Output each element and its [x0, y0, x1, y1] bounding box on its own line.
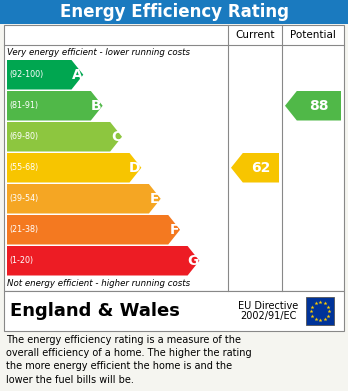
Text: 2002/91/EC: 2002/91/EC [240, 311, 296, 321]
Text: (55-68): (55-68) [9, 163, 38, 172]
Text: D: D [129, 161, 140, 175]
Polygon shape [285, 91, 341, 120]
Polygon shape [231, 153, 279, 183]
Text: (21-38): (21-38) [9, 225, 38, 234]
Text: (92-100): (92-100) [9, 70, 43, 79]
Text: Not energy efficient - higher running costs: Not energy efficient - higher running co… [7, 280, 190, 289]
Bar [4, 291, 344, 331]
Text: (39-54): (39-54) [9, 194, 38, 203]
Text: Energy Efficiency Rating: Energy Efficiency Rating [60, 3, 288, 21]
Text: A: A [72, 68, 82, 82]
Bar [0, 0, 348, 24]
Text: Current: Current [235, 30, 275, 40]
Text: (1-20): (1-20) [9, 256, 33, 265]
Text: G: G [187, 254, 198, 268]
Polygon shape [7, 215, 180, 244]
Polygon shape [7, 122, 122, 151]
Text: F: F [169, 223, 179, 237]
Text: (69-80): (69-80) [9, 132, 38, 141]
Text: Potential: Potential [290, 30, 336, 40]
Text: B: B [91, 99, 102, 113]
Polygon shape [7, 153, 141, 183]
Text: E: E [150, 192, 160, 206]
Bar [306, 297, 334, 325]
Polygon shape [7, 91, 103, 120]
Polygon shape [7, 184, 161, 213]
Text: (81-91): (81-91) [9, 101, 38, 110]
Text: England & Wales: England & Wales [10, 302, 180, 320]
Polygon shape [7, 246, 199, 276]
Text: C: C [111, 130, 121, 144]
Text: 62: 62 [251, 161, 271, 175]
Bar [4, 25, 344, 291]
Text: EU Directive: EU Directive [238, 301, 298, 311]
Polygon shape [7, 60, 83, 90]
Text: The energy efficiency rating is a measure of the
overall efficiency of a home. T: The energy efficiency rating is a measur… [6, 335, 252, 385]
Text: Very energy efficient - lower running costs: Very energy efficient - lower running co… [7, 48, 190, 57]
Text: 88: 88 [309, 99, 329, 113]
